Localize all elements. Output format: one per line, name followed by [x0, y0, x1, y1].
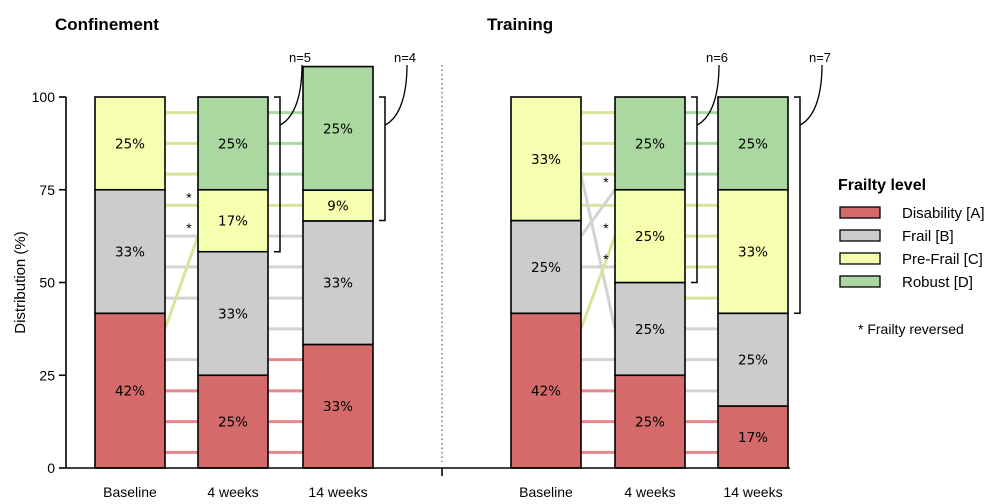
panel-title: Confinement [55, 15, 159, 34]
panel-title: Training [487, 15, 553, 34]
group-bracket [691, 96, 698, 284]
legend-label: Frail [B] [902, 228, 954, 245]
legend: Frailty level Disability [A] Frail [B] Pre-… [838, 177, 985, 337]
segment-label: 33% [738, 245, 768, 261]
reversal-asterisk: * [603, 220, 609, 236]
segment-label: 33% [531, 152, 561, 168]
segment-label: 33% [115, 245, 145, 261]
legend-swatch [839, 275, 881, 288]
segment-label: 9% [327, 199, 349, 215]
transition-lines [163, 111, 718, 454]
segment-label: 25% [218, 415, 248, 431]
x-tick-label: 4 weeks [207, 484, 258, 500]
bar-segment [94, 312, 166, 469]
bar-segment [302, 65, 374, 191]
legend-note: * Frailty reversed [858, 321, 964, 337]
transition-line [579, 173, 617, 330]
legend-swatch [839, 229, 881, 242]
y-tick-label: 100 [32, 89, 56, 105]
bar-segment [717, 96, 789, 191]
transition-line [163, 235, 200, 330]
segment-label: 25% [115, 136, 145, 152]
x-tick-label: 14 weeks [308, 484, 367, 500]
bracket-leader [279, 64, 303, 126]
bracket-leader [384, 64, 408, 126]
bar-segment [717, 312, 789, 407]
bar-segment [302, 343, 374, 469]
segment-label: 25% [738, 136, 768, 152]
bar-segment [197, 250, 269, 377]
segment-label: 42% [115, 384, 145, 400]
bar-segment [302, 220, 374, 346]
bar-segment [614, 374, 686, 469]
group-n-label: n=5 [289, 50, 311, 65]
x-tick-label: 14 weeks [723, 484, 782, 500]
bar-segment [614, 96, 686, 191]
segment-label: 25% [635, 322, 665, 338]
segment-label: 25% [323, 121, 353, 137]
segment-label: 25% [738, 353, 768, 369]
legend-label: Disability [A] [902, 205, 985, 222]
bar-segment [510, 219, 582, 315]
reversal-asterisk: * [603, 174, 609, 190]
group-n-label: n=4 [394, 50, 416, 65]
transition-line [579, 188, 617, 238]
legend-label: Robust [D] [902, 274, 973, 291]
reversal-asterisk: * [186, 189, 192, 205]
bar-segment [94, 96, 166, 191]
bar-segment [614, 281, 686, 377]
group-bracket [274, 96, 281, 253]
bar-segment [302, 189, 374, 222]
segment-label: 25% [218, 136, 248, 152]
legend-label: Pre-Frail [C] [902, 251, 983, 268]
bar-segment [614, 188, 686, 284]
group-bracket [794, 96, 801, 315]
legend-swatch [839, 252, 881, 265]
segment-label: 17% [738, 430, 768, 446]
bar-segment [717, 405, 789, 469]
legend-title: Frailty level [838, 177, 926, 194]
segment-label: 33% [218, 306, 248, 322]
axes: 0 25 50 75 100 Distribution (%) Baseline 4 week… [12, 65, 790, 500]
segment-label: 17% [218, 214, 248, 230]
segment-label: 42% [531, 384, 561, 400]
bar-segment [197, 188, 269, 253]
y-tick-label: 25 [39, 367, 55, 383]
segment-label: 25% [635, 229, 665, 245]
group-bracket [379, 96, 386, 222]
x-tick-label: Baseline [103, 484, 157, 500]
annotations: Confinement * * n=5 n=4 Training * * * n=6 n=7 [55, 15, 831, 315]
y-tick-label: 75 [39, 182, 55, 198]
segment-label: 33% [323, 276, 353, 292]
group-n-label: n=6 [706, 50, 728, 65]
percentage-labels: 42% 33% 25% 25% 33% 17% 25% 33% 33% 9% 25% 42% 25% 33… [115, 121, 768, 446]
segment-label: 25% [635, 136, 665, 152]
legend-swatch [839, 206, 881, 219]
segment-label: 25% [531, 260, 561, 276]
bar-segment [197, 96, 269, 191]
bar-segment [510, 312, 582, 469]
bracket-leader [696, 64, 720, 126]
stacked-bars [94, 65, 789, 469]
reversal-asterisk: * [603, 251, 609, 267]
x-tick-label: Baseline [519, 484, 573, 500]
segment-label: 25% [635, 415, 665, 431]
segment-label: 33% [323, 399, 353, 415]
bracket-leader [799, 64, 823, 126]
y-tick-label: 0 [47, 460, 55, 476]
y-tick-label: 50 [39, 275, 55, 291]
x-tick-label: 4 weeks [624, 484, 675, 500]
y-axis-label: Distribution (%) [12, 231, 29, 334]
transition-line [579, 235, 617, 330]
bar-segment [510, 96, 582, 222]
group-n-label: n=7 [809, 50, 831, 65]
reversal-asterisk: * [186, 220, 192, 236]
